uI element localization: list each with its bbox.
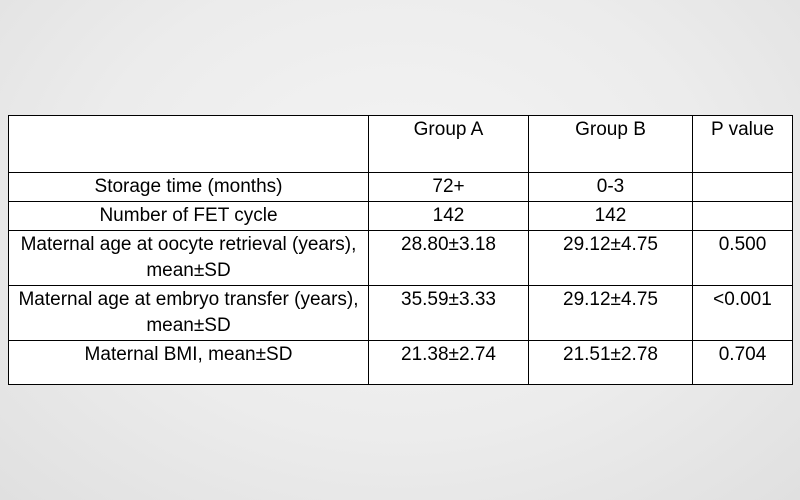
- cell-p-value: 0.704: [692, 340, 793, 385]
- table-header-row: Group A Group B P value: [8, 115, 793, 173]
- cell-p-value: [692, 201, 793, 231]
- cell-group-a: 142: [368, 201, 529, 231]
- cell-group-a: 72+: [368, 172, 529, 202]
- table-row: Storage time (months) 72+ 0-3: [8, 172, 793, 202]
- row-label-storage-time: Storage time (months): [8, 172, 369, 202]
- cell-group-b: 29.12±4.75: [528, 285, 693, 341]
- table-row: Maternal age at oocyte retrieval (years)…: [8, 230, 793, 286]
- cell-group-a: 35.59±3.33: [368, 285, 529, 341]
- row-label-maternal-bmi: Maternal BMI, mean±SD: [8, 340, 369, 385]
- row-label-fet-cycle: Number of FET cycle: [8, 201, 369, 231]
- cell-group-b: 29.12±4.75: [528, 230, 693, 286]
- cell-group-a: 21.38±2.74: [368, 340, 529, 385]
- header-empty-cell: [8, 115, 369, 173]
- cell-p-value: [692, 172, 793, 202]
- cell-group-b: 0-3: [528, 172, 693, 202]
- table-row: Maternal age at embryo transfer (years),…: [8, 285, 793, 341]
- header-p-value: P value: [692, 115, 793, 173]
- table-row: Maternal BMI, mean±SD 21.38±2.74 21.51±2…: [8, 340, 793, 385]
- row-label-age-embryo-transfer: Maternal age at embryo transfer (years),…: [8, 285, 369, 341]
- cell-p-value: <0.001: [692, 285, 793, 341]
- cell-p-value: 0.500: [692, 230, 793, 286]
- cell-group-a: 28.80±3.18: [368, 230, 529, 286]
- header-group-b: Group B: [528, 115, 693, 173]
- cell-group-b: 142: [528, 201, 693, 231]
- row-label-age-oocyte-retrieval: Maternal age at oocyte retrieval (years)…: [8, 230, 369, 286]
- cell-group-b: 21.51±2.78: [528, 340, 693, 385]
- table-row: Number of FET cycle 142 142: [8, 201, 793, 231]
- header-group-a: Group A: [368, 115, 529, 173]
- comparison-table: Group A Group B P value Storage time (mo…: [8, 115, 793, 385]
